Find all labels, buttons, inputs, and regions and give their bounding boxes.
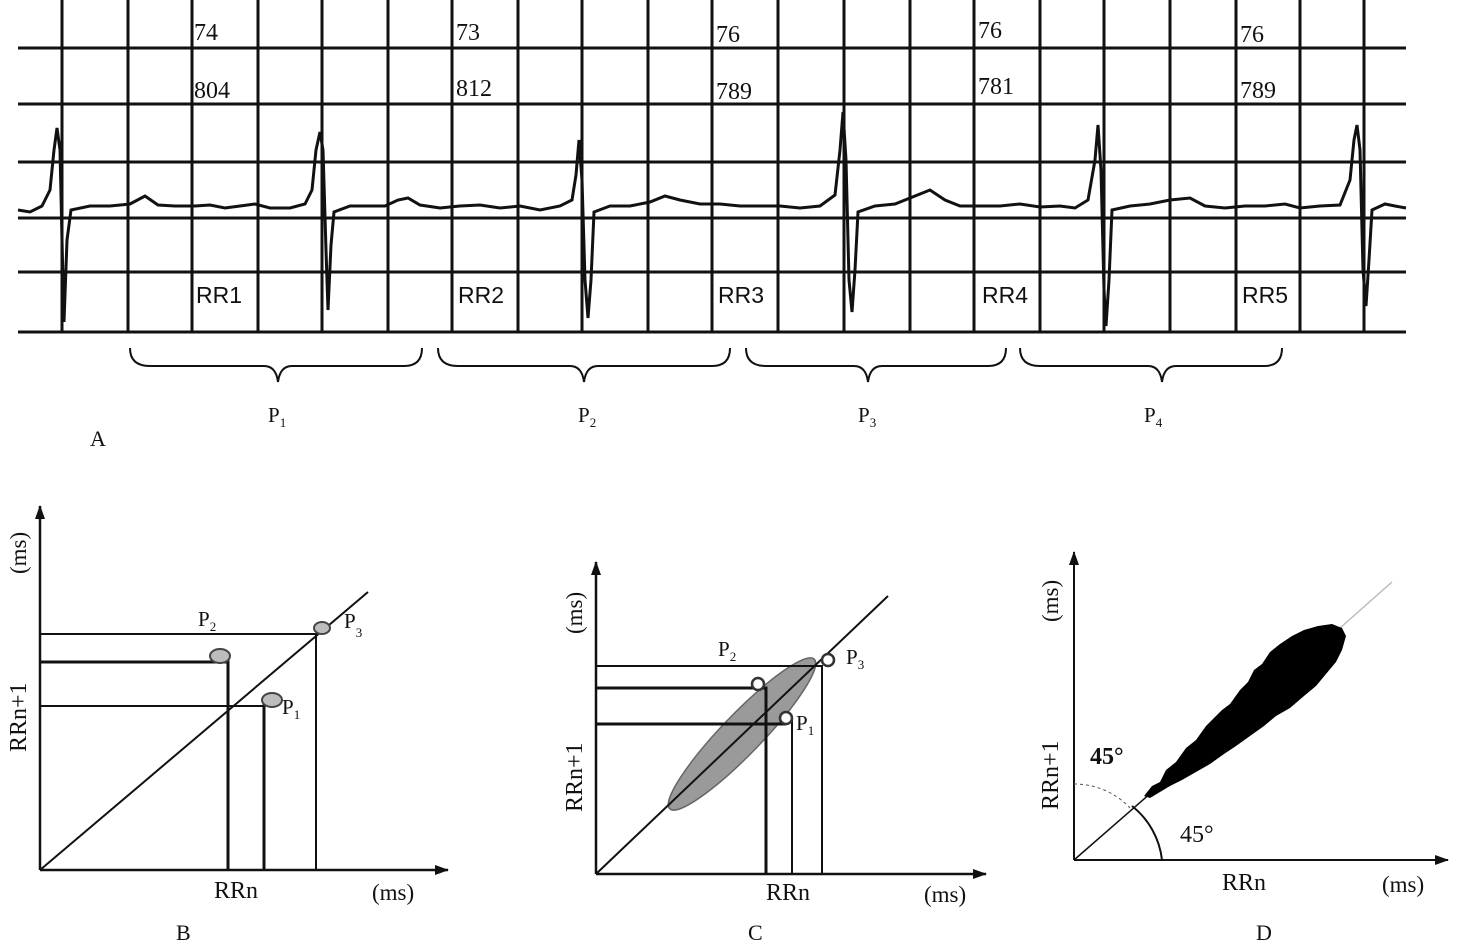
plot-b-y-label: RRn+1 — [6, 682, 32, 752]
pair-braces — [129, 347, 1283, 383]
plot-d-angle-upper: 45° — [1090, 744, 1124, 770]
rr-label-3: RR3 — [718, 282, 764, 308]
ecg-panel: 74 73 76 76 76 804 812 789 781 789 RR1 R… — [17, 0, 1407, 451]
plot-c-y-label: RRn+1 — [562, 742, 588, 812]
heart-rate-4: 76 — [978, 18, 1002, 44]
rr-value-4: 781 — [978, 74, 1014, 100]
plot-c-identity-line — [595, 595, 889, 875]
rr-label-2: RR2 — [458, 282, 504, 308]
pair-label-p1: P1 — [268, 403, 286, 430]
rr-label-1: RR1 — [196, 282, 242, 308]
rr-value-1: 804 — [194, 78, 230, 104]
pair-label-p4: P4 — [1144, 403, 1163, 430]
rr-value-5: 789 — [1240, 78, 1276, 104]
panel-label-b: B — [176, 920, 191, 945]
plot-c-point-p1 — [778, 710, 794, 726]
plot-b: P2 P1 P3 RRn (ms) RRn+1 (ms) B — [6, 505, 449, 945]
heart-rate-2: 73 — [456, 20, 480, 46]
panel-label-d: D — [1256, 920, 1272, 945]
plot-d: 45° 45° RRn (ms) RRn+1 (ms) D — [1038, 551, 1449, 945]
plot-c-projection-lines — [596, 665, 823, 874]
plot-c: P2 P1 P3 RRn (ms) RRn+1 (ms) C — [562, 561, 987, 945]
plot-b-x-label: RRn — [214, 878, 258, 904]
pair-label-p3: P3 — [858, 403, 876, 430]
plot-b-point-p1 — [261, 692, 283, 708]
plot-c-point-p3 — [820, 652, 836, 668]
heart-rate-values: 74 73 76 76 76 — [194, 18, 1264, 48]
plot-b-point-p3 — [313, 621, 331, 635]
plot-c-point-p2 — [750, 676, 766, 692]
ecg-trace — [17, 111, 1407, 327]
plot-d-y-unit: (ms) — [1038, 580, 1063, 622]
plot-c-label-p1: P1 — [796, 711, 814, 738]
rr-interval-labels: RR1 RR2 RR3 RR4 RR5 — [196, 282, 1288, 308]
plot-d-y-label: RRn+1 — [1038, 740, 1064, 810]
plot-b-y-unit: (ms) — [6, 532, 31, 574]
plot-c-label-p2: P2 — [718, 637, 736, 664]
plot-b-point-p2 — [209, 648, 231, 664]
plot-d-angle-arc-lower — [1131, 805, 1163, 861]
brace-p2 — [437, 347, 731, 383]
rr-label-5: RR5 — [1242, 282, 1288, 308]
rr-label-4: RR4 — [982, 282, 1028, 308]
brace-p4 — [1019, 347, 1283, 383]
rr-value-2: 812 — [456, 76, 492, 102]
plot-b-projection-lines — [40, 633, 317, 870]
plot-b-x-unit: (ms) — [372, 880, 414, 905]
panel-label-a: A — [90, 426, 106, 451]
brace-p1 — [129, 347, 423, 383]
plot-b-label-p3: P3 — [344, 609, 362, 640]
plot-c-x-label: RRn — [766, 880, 810, 906]
plot-d-identity-extension — [1339, 581, 1393, 629]
plot-d-identity-line — [1073, 791, 1153, 861]
plot-d-x-label: RRn — [1222, 870, 1266, 896]
panel-label-c: C — [748, 920, 763, 945]
heart-rate-3: 76 — [716, 22, 740, 48]
plot-b-label-p2: P2 — [198, 607, 216, 634]
plot-c-y-unit: (ms) — [562, 592, 587, 634]
plot-b-label-p1: P1 — [282, 695, 300, 722]
plot-b-identity-line — [39, 591, 369, 871]
plot-c-x-unit: (ms) — [924, 882, 966, 907]
pair-label-p2: P2 — [578, 403, 596, 430]
pair-labels: P1 P2 P3 P4 — [268, 403, 1163, 430]
plot-c-label-p3: P3 — [846, 645, 864, 672]
plot-d-angle-arc-upper — [1073, 783, 1131, 809]
plot-d-x-unit: (ms) — [1382, 872, 1424, 897]
plot-d-point-cloud — [1144, 624, 1346, 798]
heart-rate-1: 74 — [194, 20, 218, 46]
brace-p3 — [745, 347, 1007, 383]
rr-value-3: 789 — [716, 79, 752, 105]
heart-rate-5: 76 — [1240, 22, 1264, 48]
rr-interval-values: 804 812 789 781 789 — [194, 74, 1276, 105]
plot-d-angle-lower: 45° — [1180, 822, 1214, 848]
